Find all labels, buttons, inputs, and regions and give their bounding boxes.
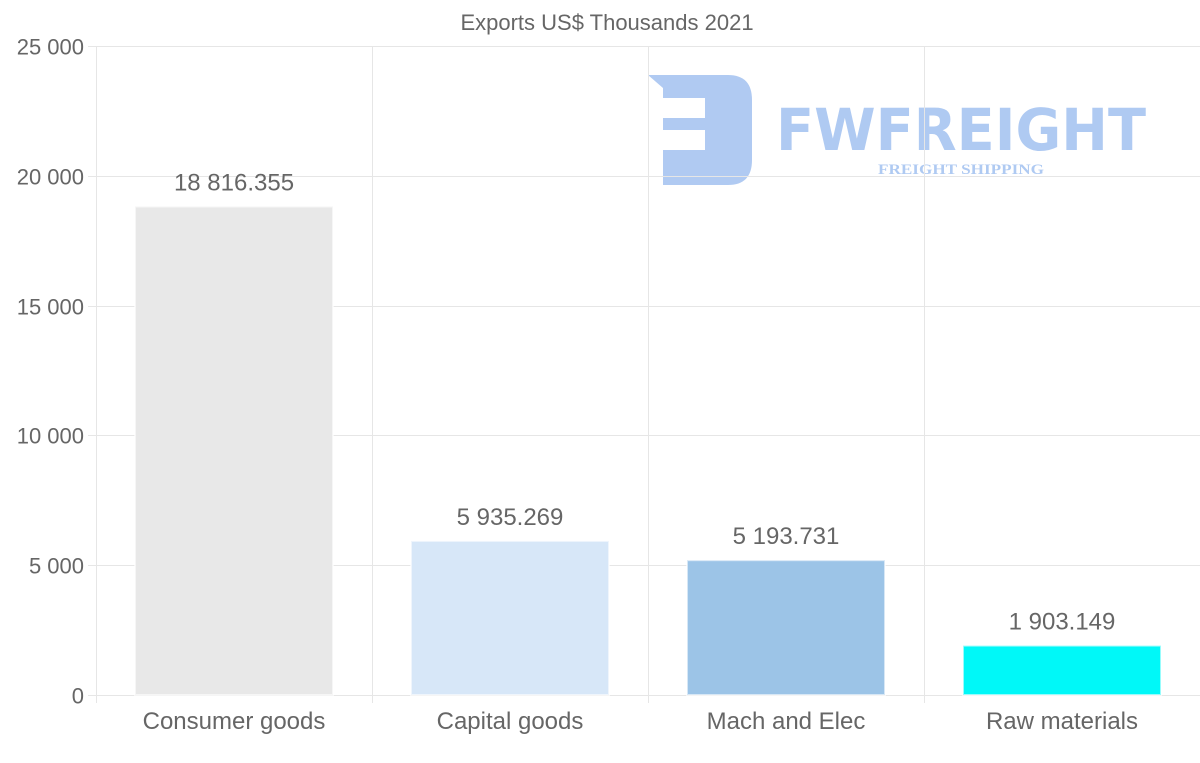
y-tick-label: 10 000 [17, 424, 84, 449]
x-tick-label: Capital goods [437, 708, 584, 735]
bars [134, 205, 1162, 696]
data-label: 5 935.269 [457, 504, 564, 531]
watermark-logo: FWFREIGHT FREIGHT SHIPPING [648, 75, 1146, 185]
data-label: 18 816.355 [174, 170, 294, 197]
logo-mark-icon [648, 75, 752, 185]
y-tick-label: 0 [72, 684, 84, 709]
labels: 0 5 000 10 000 15 000 20 000 25 000 18 816.355… [17, 35, 1138, 736]
bar-capital-goods[interactable] [410, 539, 610, 696]
data-label: 5 193.731 [733, 523, 840, 550]
data-label: 1 903.149 [1009, 609, 1116, 636]
x-tick-label: Consumer goods [143, 708, 326, 735]
x-tick-label: Mach and Elec [707, 708, 866, 735]
svg-text:FREIGHT SHIPPING: FREIGHT SHIPPING [878, 162, 1044, 178]
y-tick-label: 15 000 [17, 295, 84, 320]
bar-consumer-goods[interactable] [134, 205, 334, 696]
svg-text:FWFREIGHT: FWFREIGHT [776, 96, 1146, 164]
chart-title: Exports US$ Thousands 2021 [460, 10, 753, 35]
bar-mach-and-elec[interactable] [686, 559, 886, 696]
y-tick-label: 25 000 [17, 35, 84, 60]
x-tick-label: Raw materials [986, 708, 1138, 735]
bar-raw-materials[interactable] [962, 644, 1162, 696]
y-tick-label: 20 000 [17, 165, 84, 190]
y-tick-label: 5 000 [29, 554, 84, 579]
